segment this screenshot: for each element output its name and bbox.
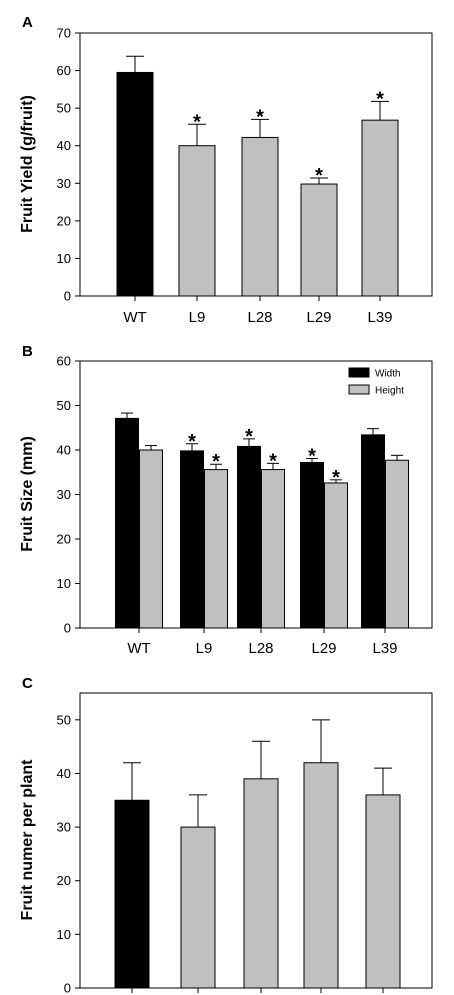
significance-star: * — [376, 88, 384, 110]
bar — [365, 794, 401, 989]
y-axis-label: Fruit numer per plant — [19, 759, 36, 921]
y-tick-label: 50 — [57, 398, 71, 413]
y-tick-label: 20 — [57, 213, 71, 228]
significance-star: * — [256, 106, 264, 128]
y-tick-label: 30 — [57, 487, 71, 502]
y-tick-label: 50 — [57, 101, 71, 116]
bar — [116, 71, 154, 297]
x-tick-label: L9 — [189, 309, 206, 326]
y-tick-label: 20 — [57, 873, 71, 888]
y-tick-label: 60 — [57, 354, 71, 369]
bar — [115, 417, 139, 629]
y-tick-label: 10 — [57, 251, 71, 266]
x-tick-label: L28 — [248, 640, 273, 657]
bar — [237, 445, 261, 629]
panel-letter: C — [22, 675, 33, 692]
y-tick-label: 0 — [64, 289, 71, 304]
y-tick-label: 60 — [57, 63, 71, 78]
legend-label: Height — [375, 386, 404, 397]
y-axis-label: Fruit Size (mm) — [19, 436, 36, 552]
significance-star: * — [193, 111, 201, 133]
bar — [114, 799, 150, 989]
y-tick-label: 30 — [57, 176, 71, 191]
y-tick-label: 40 — [57, 766, 71, 781]
bar — [361, 119, 399, 297]
bar — [324, 482, 348, 629]
legend-label: Width — [375, 369, 401, 380]
y-tick-label: 10 — [57, 576, 71, 591]
significance-star: * — [315, 165, 323, 187]
significance-star: * — [332, 467, 340, 489]
bar — [204, 469, 228, 629]
y-tick-label: 20 — [57, 532, 71, 547]
bar — [178, 145, 216, 297]
bar — [243, 778, 279, 989]
bar — [241, 136, 279, 297]
significance-star: * — [212, 451, 220, 473]
panel-letter: B — [22, 343, 33, 360]
x-tick-label: L29 — [311, 640, 336, 657]
y-tick-label: 40 — [57, 138, 71, 153]
bar — [261, 469, 285, 629]
significance-star: * — [188, 431, 196, 453]
x-tick-label: L39 — [372, 640, 397, 657]
x-tick-label: L28 — [247, 309, 272, 326]
y-tick-label: 0 — [64, 621, 71, 636]
bar — [303, 762, 339, 989]
y-tick-label: 10 — [57, 927, 71, 942]
bar — [180, 826, 216, 989]
y-tick-label: 70 — [57, 26, 71, 41]
legend-swatch — [348, 367, 370, 378]
bar — [300, 461, 324, 629]
bar — [385, 459, 409, 629]
bar — [139, 449, 163, 629]
x-tick-label: L29 — [306, 309, 331, 326]
x-tick-label: L9 — [196, 640, 213, 657]
x-tick-label: L39 — [367, 309, 392, 326]
x-tick-label: WT — [127, 640, 150, 657]
y-tick-label: 0 — [64, 981, 71, 995]
x-tick-label: WT — [123, 309, 146, 326]
legend-swatch — [348, 384, 370, 395]
panel-letter: A — [22, 14, 33, 31]
y-tick-label: 50 — [57, 712, 71, 727]
bar — [180, 450, 204, 629]
y-axis-label: Fruit Yield (g/fruit) — [19, 95, 36, 233]
bar — [300, 183, 338, 297]
y-tick-label: 30 — [57, 820, 71, 835]
significance-star: * — [245, 426, 253, 448]
significance-star: * — [308, 445, 316, 467]
bar — [361, 434, 385, 629]
y-tick-label: 40 — [57, 443, 71, 458]
significance-star: * — [269, 450, 277, 472]
